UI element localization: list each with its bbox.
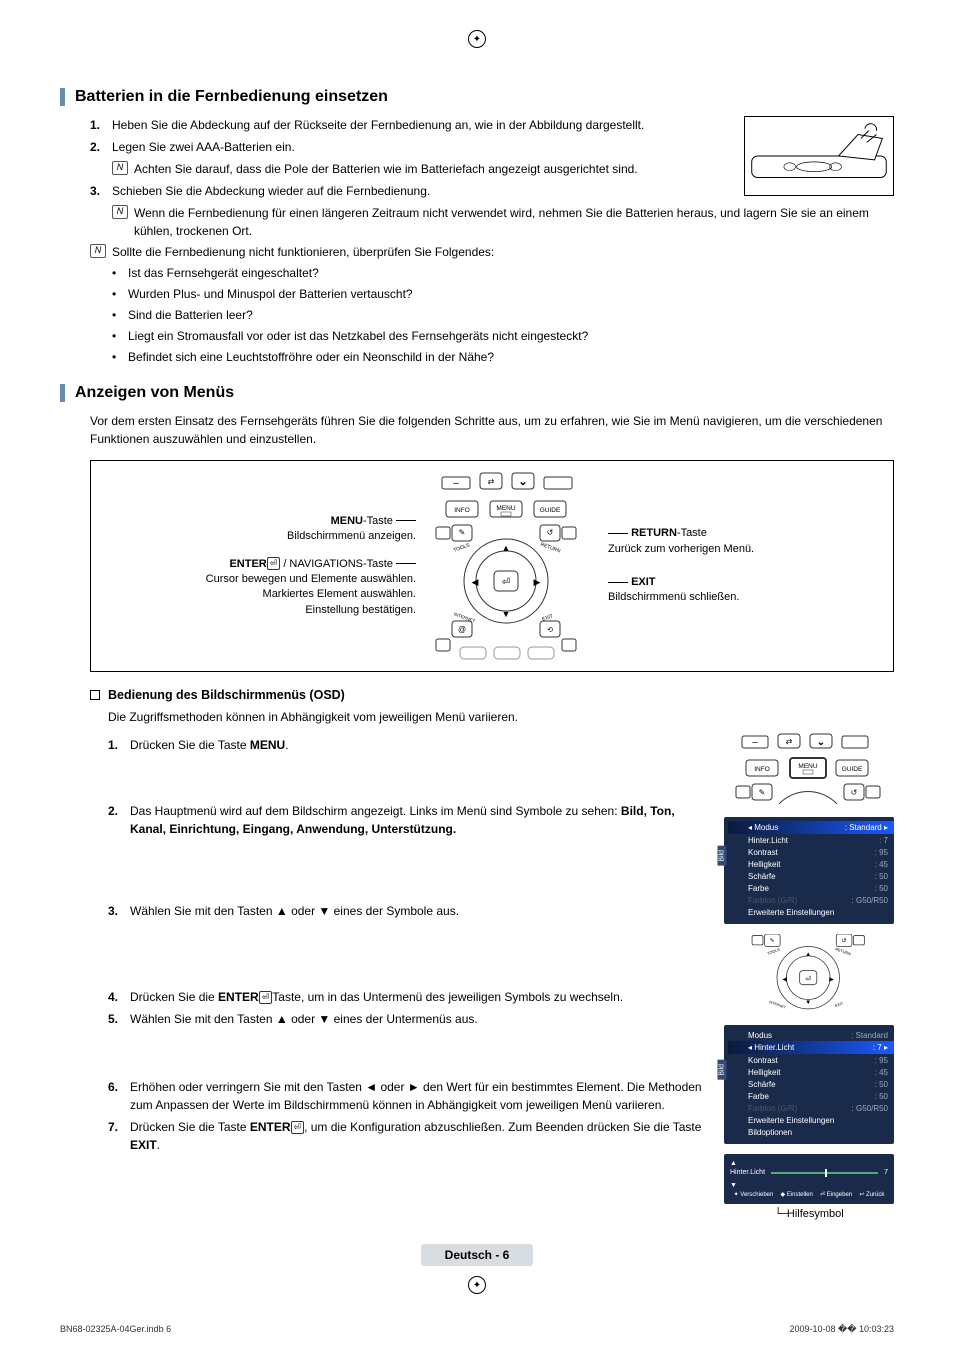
osd-intro: Die Zugriffsmethoden können in Abhängigk… (108, 708, 894, 726)
osd-menu-panel-a: ◂ Modus: Standard ▸Hinter.Licht: 7Kontra… (724, 817, 894, 924)
svg-text:⌄: ⌄ (518, 476, 527, 488)
note-icon: N (112, 161, 128, 175)
svg-text:RETURN: RETURN (540, 542, 562, 555)
svg-text:⌄: ⌄ (817, 737, 825, 748)
svg-text:–: – (752, 737, 758, 748)
doc-id: BN68-02325A-04Ger.indb 6 (60, 1324, 171, 1335)
svg-text:↺: ↺ (841, 938, 846, 945)
registration-mark-top: ✦ (60, 30, 894, 48)
osd-illustrations: – ⇄ ⌄ INFO MENU GUIDE ✎ ↺ ◂ Modus: Stand… (724, 732, 894, 1220)
svg-text:RETURN: RETURN (835, 946, 852, 956)
svg-text:TOOLS: TOOLS (453, 542, 472, 554)
page-number: Deutsch - 6 (421, 1244, 534, 1266)
registration-mark-bottom: ✦ (60, 1276, 894, 1294)
svg-text:⏎: ⏎ (502, 577, 510, 588)
osd-step-3: 3.Wählen Sie mit den Tasten ▲ oder ▼ ein… (108, 902, 712, 920)
osd-step-7: 7.Drücken Sie die Taste ENTER⏎, um die K… (108, 1118, 712, 1154)
enter-icon: ⏎ (291, 1121, 305, 1134)
step-2: 2.Legen Sie zwei AAA-Batterien ein. (90, 138, 732, 156)
osd-menu-panel-b: Modus: Standard◂ Hinter.Licht: 7 ▸Kontra… (724, 1025, 894, 1144)
enter-icon: ⏎ (259, 991, 273, 1004)
section-1-header: Batterien in die Fernbedienung einsetzen (60, 88, 894, 106)
svg-text:INTERNET: INTERNET (453, 611, 476, 623)
bullet: Wurden Plus- und Minuspol der Batterien … (112, 285, 894, 303)
note-2: N Achten Sie darauf, dass die Pole der B… (112, 160, 732, 178)
svg-text:◀: ◀ (782, 976, 787, 983)
step-3: 3.Schieben Sie die Abdeckung wieder auf … (90, 182, 732, 200)
svg-text:–: – (453, 478, 459, 489)
svg-text:INFO: INFO (454, 507, 470, 514)
svg-text:MENU: MENU (496, 505, 515, 512)
section-2-title: Anzeigen von Menüs (75, 384, 234, 402)
osd-step-1: 1.Drücken Sie die Taste MENU. (108, 736, 712, 754)
svg-text:↺: ↺ (851, 788, 858, 797)
svg-text:✎: ✎ (759, 788, 766, 797)
section-2-content: Vor dem ersten Einsatz des Fernsehgeräts… (90, 412, 894, 1220)
svg-text:⇄: ⇄ (786, 737, 793, 746)
svg-text:▶: ▶ (534, 577, 541, 587)
svg-text:INTERNET: INTERNET (768, 1000, 787, 1010)
bullet: Liegt ein Stromausfall vor oder ist das … (112, 327, 894, 345)
diagram-left-labels: MENU-Taste Bildschirmmenü anzeigen. ENTE… (156, 502, 416, 630)
svg-text:⏎: ⏎ (805, 975, 811, 983)
svg-text:✎: ✎ (459, 528, 466, 537)
square-icon (90, 690, 100, 700)
diagram-right-labels: RETURN-Taste Zurück zum vorherigen Menü.… (608, 508, 828, 624)
section-2-header: Anzeigen von Menüs (60, 384, 894, 402)
svg-text:@: @ (458, 625, 466, 634)
battery-illustration (744, 116, 894, 196)
enter-icon: ⏎ (267, 557, 281, 570)
osd-step-6: 6.Erhöhen oder verringern Sie mit den Ta… (108, 1078, 712, 1114)
page-footer: Deutsch - 6 (60, 1244, 894, 1266)
osd-subheader: Bedienung des Bildschirmmenüs (OSD) (90, 688, 894, 702)
note-trouble: N Sollte die Fernbedienung nicht funktio… (90, 243, 894, 261)
svg-text:GUIDE: GUIDE (540, 507, 561, 514)
osd-slider: ▲ Hinter.Licht 7 ▼ ✦ Verschieben ◆ Einst… (724, 1154, 894, 1204)
svg-text:EXIT: EXIT (834, 1000, 844, 1008)
bullet: Befindet sich eine Leuchtstoffröhre oder… (112, 348, 894, 366)
svg-text:INFO: INFO (754, 766, 770, 773)
help-symbol-label: Hilfesymbol (724, 1208, 894, 1220)
osd-steps: 1.Drücken Sie die Taste MENU. 2.Das Haup… (90, 732, 712, 1220)
svg-text:▲: ▲ (805, 951, 811, 958)
remote-svg: – ⇄ ⌄ INFO MENU GUIDE ✎ TOOLS ↺ RETURN ⏎… (422, 471, 592, 661)
svg-text:◀: ◀ (472, 577, 479, 587)
svg-text:▶: ▶ (829, 976, 834, 983)
step-1: 1.Heben Sie die Abdeckung auf der Rückse… (90, 116, 732, 134)
osd-step-2: 2.Das Hauptmenü wird auf dem Bildschirm … (108, 802, 712, 838)
doc-timestamp: 2009-10-08 �� 10:03:23 (789, 1324, 894, 1335)
svg-text:TOOLS: TOOLS (766, 947, 780, 956)
section-1-title: Batterien in die Fernbedienung einsetzen (75, 88, 388, 106)
osd-title: Bedienung des Bildschirmmenüs (OSD) (108, 688, 345, 702)
svg-text:↺: ↺ (547, 528, 554, 537)
svg-text:MENU: MENU (798, 763, 817, 770)
svg-text:✎: ✎ (770, 938, 775, 945)
svg-text:▼: ▼ (805, 999, 811, 1006)
remote-diagram: MENU-Taste Bildschirmmenü anzeigen. ENTE… (90, 460, 894, 672)
doc-footer: BN68-02325A-04Ger.indb 6 2009-10-08 �� 1… (60, 1324, 894, 1335)
remote-mini-nav: ✎ TOOLS ↺ RETURN ⏎ ▲ ▼ ◀ ▶ INTERNET EXIT (724, 934, 894, 1012)
section-bar (60, 88, 65, 106)
bullet: Sind die Batterien leer? (112, 306, 894, 324)
svg-text:GUIDE: GUIDE (842, 766, 863, 773)
section-bar (60, 384, 65, 402)
note-icon: N (112, 205, 128, 219)
note-3: N Wenn die Fernbedienung für einen länge… (112, 204, 894, 240)
note-icon: N (90, 244, 106, 258)
svg-text:⟲: ⟲ (547, 627, 553, 634)
svg-text:⇄: ⇄ (488, 477, 495, 486)
svg-text:▲: ▲ (502, 543, 511, 553)
remote-mini-upper: – ⇄ ⌄ INFO MENU GUIDE ✎ ↺ (724, 732, 894, 804)
bullet: Ist das Fernsehgerät eingeschaltet? (112, 264, 894, 282)
osd-step-5: 5.Wählen Sie mit den Tasten ▲ oder ▼ ein… (108, 1010, 712, 1028)
osd-step-4: 4.Drücken Sie die ENTER⏎Taste, um in das… (108, 988, 712, 1006)
trouble-list: Ist das Fernsehgerät eingeschaltet? Wurd… (112, 264, 894, 366)
svg-text:▼: ▼ (502, 609, 511, 619)
section-2-intro: Vor dem ersten Einsatz des Fernsehgeräts… (90, 412, 894, 448)
